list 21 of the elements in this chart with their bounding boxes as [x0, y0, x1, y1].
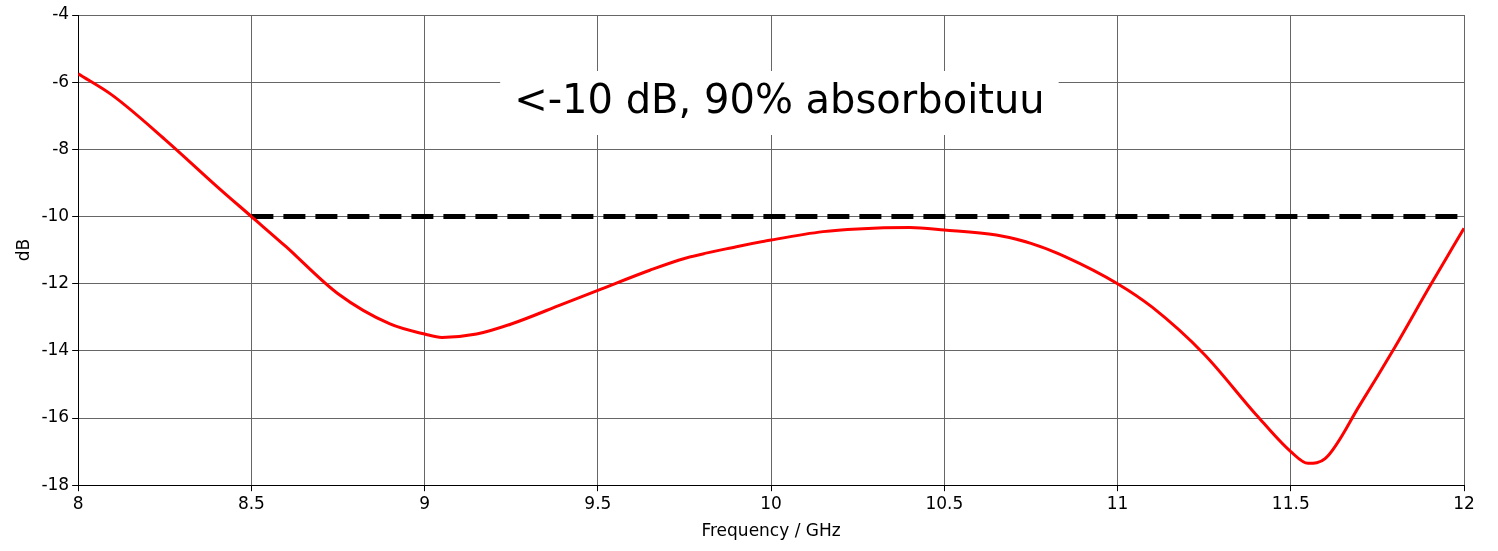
x-tick-label: 8 — [72, 492, 84, 513]
y-tick-label: -6 — [52, 70, 70, 91]
x-axis-title: Frequency / GHz — [701, 520, 841, 541]
x-tick-label: 9 — [419, 492, 431, 513]
y-axis-title: dB — [12, 238, 33, 262]
x-tick-label: 9.5 — [584, 492, 612, 513]
y-tick-label: -16 — [41, 406, 70, 427]
x-tick-label: 10 — [760, 492, 782, 513]
x-tick-label: 8.5 — [237, 492, 265, 513]
y-tick-label: -4 — [52, 3, 70, 24]
x-tick-label: 10.5 — [925, 492, 964, 513]
annotation: <-10 dB, 90% absorboituu — [514, 76, 1045, 123]
y-tick-label: -12 — [41, 272, 70, 293]
y-tick-label: -18 — [41, 473, 70, 494]
line-series — [78, 72, 1464, 465]
x-tick-label: 11.5 — [1271, 492, 1310, 513]
x-tick-label: 11 — [1106, 492, 1129, 513]
y-tick-label: -8 — [52, 137, 70, 158]
x-tick-label: 12 — [1453, 492, 1475, 513]
y-tick-label: -14 — [41, 339, 70, 360]
y-tick-label: -10 — [41, 204, 70, 225]
